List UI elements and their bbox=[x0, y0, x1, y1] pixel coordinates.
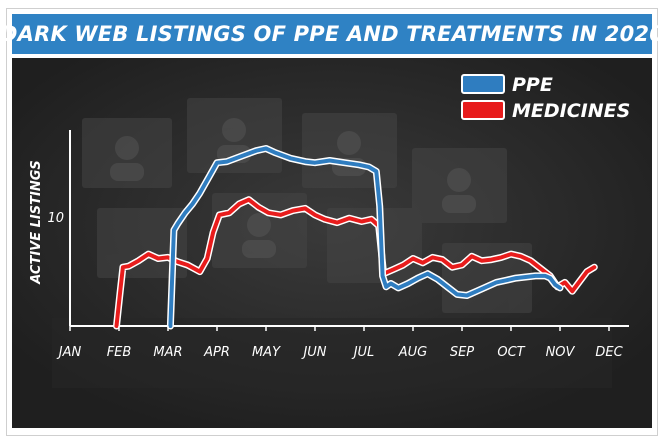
chart-panel bbox=[12, 58, 652, 428]
y-axis-label: ACTIVE LISTINGS bbox=[29, 160, 44, 284]
legend: PPE MEDICINES bbox=[461, 74, 630, 122]
x-tick-label: AUG bbox=[398, 345, 427, 360]
x-tick-label: NOV bbox=[546, 345, 576, 360]
x-tick-label: MAR bbox=[153, 345, 182, 360]
x-tick-label: JAN bbox=[56, 345, 82, 360]
title-bar: DARK WEB LISTINGS OF PPE AND TREATMENTS … bbox=[0, 14, 664, 54]
series-line-ppe bbox=[168, 146, 562, 328]
x-tick-label: MAY bbox=[252, 345, 281, 360]
series-lines bbox=[113, 145, 598, 330]
chart-title: DARK WEB LISTINGS OF PPE AND TREATMENTS … bbox=[0, 22, 664, 46]
legend-label-ppe: PPE bbox=[512, 74, 553, 96]
legend-label-medicines: MEDICINES bbox=[512, 100, 630, 122]
series-halo-ppe bbox=[166, 145, 564, 330]
x-tick-label: DEC bbox=[595, 345, 623, 360]
legend-swatch-ppe bbox=[461, 74, 505, 94]
x-tick-label: JUN bbox=[300, 345, 326, 360]
x-tick-label: FEB bbox=[107, 345, 132, 360]
series-line-medicines bbox=[114, 197, 597, 328]
y-tick-label: 10 bbox=[47, 211, 64, 226]
x-tick-label: JUL bbox=[351, 345, 375, 360]
x-tick-label: SEP bbox=[450, 345, 474, 360]
x-tick-label: OCT bbox=[497, 345, 525, 360]
legend-swatch-medicines bbox=[461, 100, 505, 120]
tick-labels: JAN FEB MAR APR MAY JUN JUL AUG SEP OCT NOV DEC 10 bbox=[47, 211, 623, 360]
x-tick-label: APR bbox=[203, 345, 230, 360]
axes bbox=[69, 130, 629, 327]
